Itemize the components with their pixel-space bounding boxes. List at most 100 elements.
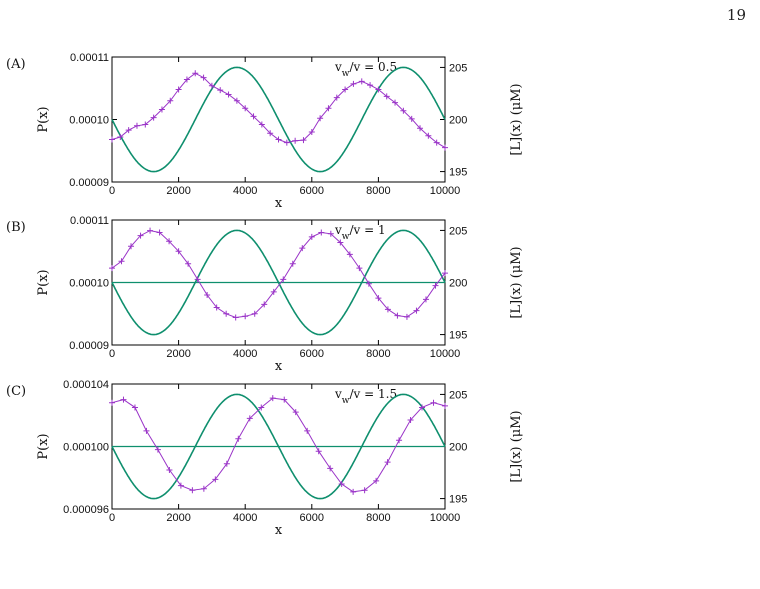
probability-point-marker [109, 265, 115, 272]
y-left-tick-label: 0.00010 [69, 115, 109, 127]
probability-point-marker [317, 115, 324, 122]
x-tick-label: 0 [109, 185, 115, 197]
probability-point-marker [120, 396, 127, 403]
x-tick-label: 8000 [366, 185, 390, 197]
y-left-tick-label: 0.000104 [63, 379, 109, 391]
probability-point-marker [384, 306, 391, 313]
x-tick-label: 2000 [166, 185, 190, 197]
probability-point-marker [408, 115, 415, 122]
x-tick-label: 4000 [233, 512, 257, 524]
x-tick-label: 0 [109, 512, 115, 524]
probability-point-marker [154, 446, 161, 453]
y-right-axis-label: [L](x) (μM) [509, 246, 524, 318]
probability-point-marker [233, 97, 240, 104]
probability-point-marker [350, 488, 357, 495]
probability-point-marker [289, 260, 296, 267]
probability-point-marker [358, 78, 365, 85]
probability-point-marker [258, 404, 265, 411]
y-left-tick-label: 0.000096 [63, 504, 109, 516]
probability-point-marker [156, 229, 163, 236]
probability-point-marker [128, 243, 135, 250]
y-right-tick-label: 195 [449, 330, 467, 342]
probability-point-marker [189, 487, 196, 494]
probability-point-marker [308, 233, 315, 240]
x-tick-label: 8000 [366, 512, 390, 524]
y-right-tick-label: 205 [449, 62, 467, 74]
probability-point-marker [177, 482, 184, 489]
panel-label: (B) [6, 220, 26, 235]
probability-point-marker [417, 125, 424, 132]
probability-point-marker [208, 82, 215, 89]
probability-point-marker [337, 239, 344, 246]
probability-point-marker [342, 86, 349, 93]
y-left-tick-label: 0.000100 [63, 442, 109, 454]
probability-point-marker [117, 134, 124, 140]
x-tick-label: 6000 [300, 185, 324, 197]
y-left-axis-label: P(x) [36, 106, 51, 132]
y-right-axis-label: [L](x) (μM) [509, 410, 524, 482]
y-left-tick-label: 0.00011 [70, 52, 109, 64]
probability-series-line [111, 397, 446, 493]
probability-point-marker [327, 465, 334, 472]
y-right-tick-label: 205 [449, 225, 467, 237]
probability-point-marker [333, 94, 340, 101]
y-right-tick-label: 200 [449, 278, 467, 290]
x-tick-label: 4000 [233, 348, 257, 360]
x-tick-label: 8000 [366, 348, 390, 360]
probability-point-marker [350, 80, 357, 87]
probability-point-marker [346, 251, 353, 258]
probability-point-marker [258, 121, 265, 128]
probability-point-marker [194, 276, 201, 283]
probability-point-marker [235, 435, 242, 442]
probability-point-marker [292, 409, 299, 416]
probability-point-marker [338, 481, 345, 487]
probability-series-line [111, 230, 446, 319]
probability-point-marker [223, 460, 230, 467]
probability-point-marker [267, 130, 274, 137]
probability-point-marker [433, 139, 440, 146]
probability-point-marker [261, 301, 268, 308]
probability-point-marker [375, 295, 382, 302]
probability-point-marker [143, 427, 150, 434]
probability-point-marker [356, 265, 363, 272]
probability-point-marker [365, 280, 372, 287]
probability-point-marker [166, 238, 173, 245]
y-left-axis-label: P(x) [36, 269, 51, 295]
probability-point-marker [242, 105, 249, 112]
annotation-text: vw/v = 1 [334, 223, 386, 242]
y-right-tick-label: 205 [449, 389, 467, 401]
probability-point-marker [394, 312, 401, 319]
x-tick-label: 2000 [166, 348, 190, 360]
probability-point-marker [283, 139, 290, 146]
probability-point-marker [300, 137, 307, 144]
probability-point-marker [109, 136, 115, 143]
probability-point-marker [204, 292, 211, 298]
panel-label: (A) [6, 57, 26, 72]
probability-point-marker [175, 248, 182, 255]
probability-point-marker [413, 307, 420, 314]
probability-point-marker [304, 427, 311, 434]
y-right-tick-label: 195 [449, 494, 467, 506]
y-right-tick-label: 200 [449, 115, 467, 127]
probability-point-marker [375, 86, 382, 93]
probability-point-marker [318, 229, 325, 236]
probability-point-marker [442, 402, 448, 409]
probability-point-marker [200, 485, 207, 492]
y-right-axis-label: [L](x) (μM) [509, 83, 524, 155]
probability-point-marker [407, 416, 414, 423]
probability-point-marker [361, 487, 368, 494]
probability-point-marker [422, 296, 429, 303]
probability-point-marker [280, 276, 287, 283]
probability-point-marker [147, 227, 154, 234]
probability-point-marker [419, 404, 426, 411]
x-tick-label: 10000 [430, 348, 461, 360]
ligand-sine-series [111, 66, 446, 173]
probability-point-marker [133, 122, 140, 129]
probability-point-marker [270, 288, 277, 295]
probability-point-marker [158, 106, 165, 113]
page-number: 19 [726, 6, 746, 24]
probability-point-marker [192, 70, 199, 77]
y-left-tick-label: 0.00011 [70, 215, 109, 227]
x-axis-label: x [275, 196, 283, 211]
